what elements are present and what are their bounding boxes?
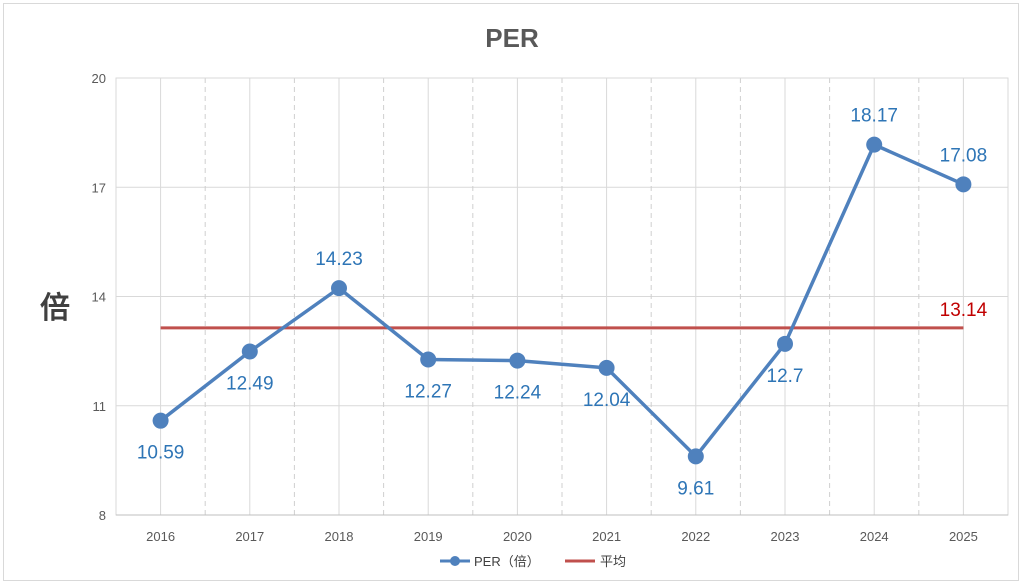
per-data-label-2021: 12.04: [583, 390, 631, 411]
average-layer: 13.14: [160, 300, 988, 330]
per-data-label-2025: 17.08: [940, 145, 988, 166]
x-tick-label-2023: 2023: [771, 529, 800, 544]
labels-layer: 10.59 12.49 14.23 12.27 12.24 12.04 9.61 12.7 18…: [137, 106, 987, 500]
grid: [116, 77, 1008, 515]
per-point-2024: [866, 136, 883, 153]
legend-per-label: PER（倍）: [474, 554, 540, 569]
x-tick-label-2016: 2016: [146, 529, 175, 544]
per-data-label-2018: 14.23: [315, 249, 363, 270]
per-data-label-2016: 10.59: [137, 443, 185, 464]
per-point-2020: [509, 352, 526, 369]
x-tick-label-2022: 2022: [681, 529, 710, 544]
per-point-2016: [152, 412, 169, 429]
series-layer: [152, 136, 972, 465]
per-data-label-2023: 12.7: [767, 366, 804, 387]
y-axis-label: 倍: [40, 291, 70, 325]
per-point-2017: [241, 343, 258, 360]
y-tick-label-14: 14: [92, 290, 106, 305]
y-tick-label-17: 17: [92, 180, 106, 195]
per-point-2018: [331, 280, 347, 297]
per-point-2025: [955, 176, 972, 193]
per-point-2019: [420, 351, 437, 368]
per-point-2023: [777, 335, 793, 352]
legend-per-marker: [450, 556, 460, 566]
legend-average-label: 平均: [600, 554, 626, 569]
y-tick-label-8: 8: [99, 508, 106, 523]
x-tick-label-2021: 2021: [592, 529, 621, 544]
per-data-label-2024: 18.17: [850, 106, 898, 127]
x-tick-label-2025: 2025: [949, 529, 978, 544]
x-tick-label-2019: 2019: [414, 529, 443, 544]
average-value-label: 13.14: [940, 300, 988, 321]
x-tick-label-2018: 2018: [325, 529, 354, 544]
y-tick-label-11: 11: [93, 399, 107, 414]
x-tick-label-2024: 2024: [860, 529, 889, 544]
per-point-2022: [687, 448, 704, 465]
x-tick-label-2020: 2020: [503, 529, 532, 544]
x-tick-label-2017: 2017: [235, 529, 264, 544]
per-data-label-2019: 12.27: [404, 382, 452, 403]
legend: PER（倍） 平均: [440, 554, 626, 569]
per-series-line: [159, 142, 965, 459]
per-data-label-2022: 9.61: [677, 478, 714, 499]
chart-frame: [3, 3, 1019, 581]
axes: 8 11 14 17 20 2016 2017 2018 2019 2020 2021 2022 202…: [92, 71, 1009, 544]
per-data-label-2017: 12.49: [226, 373, 274, 394]
per-point-2021: [598, 359, 615, 376]
chart-title: PER: [485, 23, 539, 53]
per-data-label-2020: 12.24: [494, 383, 542, 404]
y-tick-label-20: 20: [92, 71, 106, 86]
